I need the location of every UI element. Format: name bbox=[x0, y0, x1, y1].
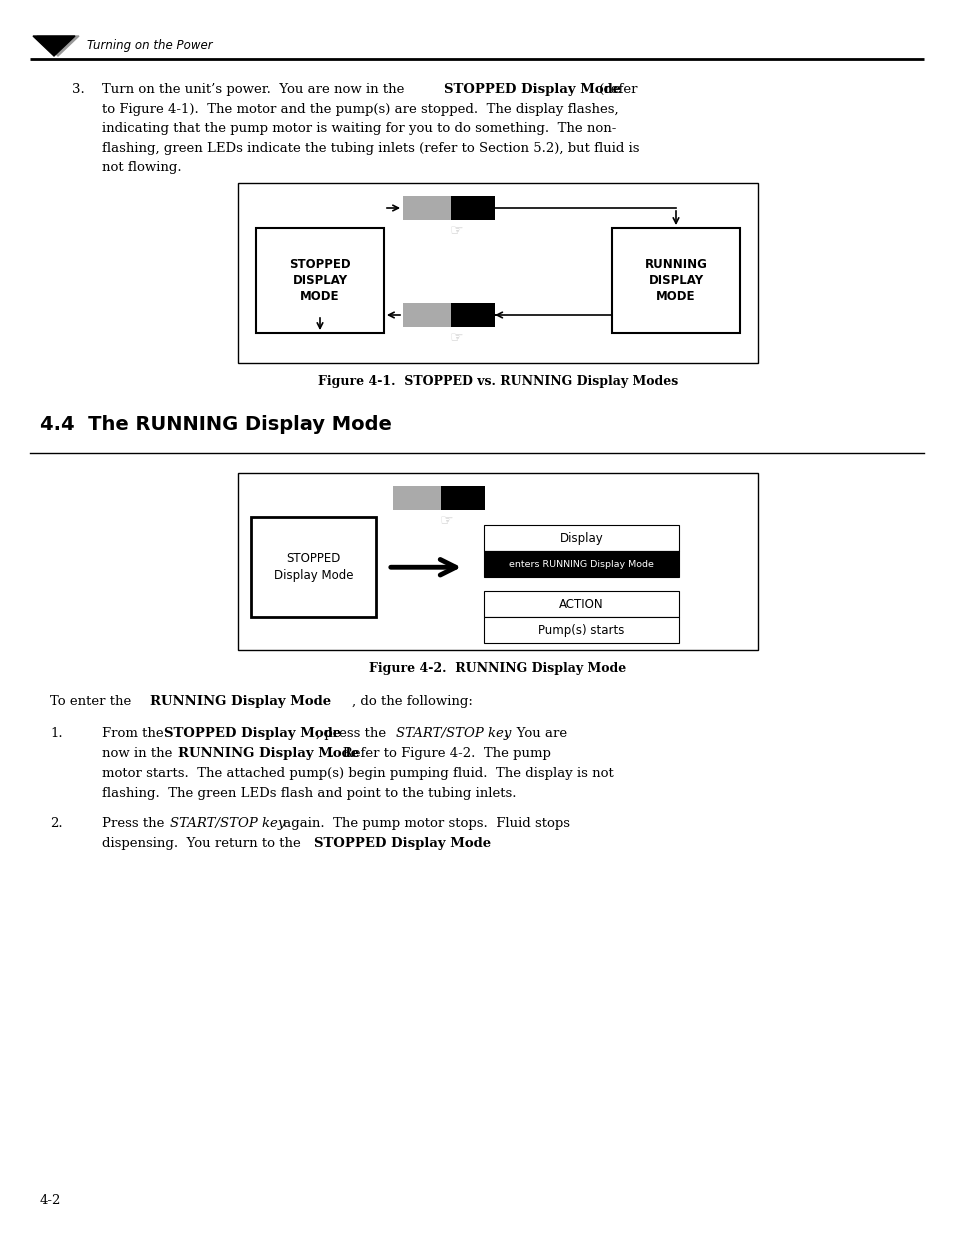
Text: RUNNING Display Mode: RUNNING Display Mode bbox=[178, 747, 358, 760]
Text: ☞: ☞ bbox=[439, 513, 453, 529]
Text: STOPPED Display Mode: STOPPED Display Mode bbox=[314, 837, 491, 850]
Text: , press the: , press the bbox=[315, 727, 390, 740]
Text: START/STOP key: START/STOP key bbox=[395, 727, 511, 740]
Text: flashing.  The green LEDs flash and point to the tubing inlets.: flashing. The green LEDs flash and point… bbox=[102, 787, 516, 800]
Text: From the: From the bbox=[102, 727, 168, 740]
FancyBboxPatch shape bbox=[237, 473, 758, 650]
Polygon shape bbox=[33, 36, 75, 56]
Text: .  You are: . You are bbox=[503, 727, 566, 740]
Polygon shape bbox=[37, 36, 79, 56]
FancyBboxPatch shape bbox=[483, 592, 679, 618]
Bar bbox=[393, 487, 440, 510]
Text: To enter the: To enter the bbox=[50, 695, 135, 708]
Text: START
STOP: START STOP bbox=[459, 199, 486, 217]
Text: RUNNING Display Mode: RUNNING Display Mode bbox=[150, 695, 331, 708]
FancyBboxPatch shape bbox=[612, 228, 740, 333]
Bar bbox=[402, 303, 451, 327]
Text: Turn on the unit’s power.  You are now in the: Turn on the unit’s power. You are now in… bbox=[102, 83, 408, 96]
Text: not flowing.: not flowing. bbox=[102, 161, 181, 174]
FancyBboxPatch shape bbox=[483, 618, 679, 643]
Bar bbox=[451, 196, 495, 220]
Text: 3.: 3. bbox=[71, 83, 85, 96]
FancyBboxPatch shape bbox=[251, 517, 375, 618]
Bar bbox=[440, 487, 484, 510]
Text: 4.4  The RUNNING Display Mode: 4.4 The RUNNING Display Mode bbox=[40, 415, 392, 433]
Text: START
STOP: START STOP bbox=[449, 489, 476, 508]
Text: Turning on the Power: Turning on the Power bbox=[87, 38, 213, 52]
Text: Display: Display bbox=[559, 532, 602, 545]
Text: motor starts.  The attached pump(s) begin pumping fluid.  The display is not: motor starts. The attached pump(s) begin… bbox=[102, 767, 613, 781]
Text: Figure 4-1.  STOPPED vs. RUNNING Display Modes: Figure 4-1. STOPPED vs. RUNNING Display … bbox=[317, 375, 678, 388]
Text: flashing, green LEDs indicate the tubing inlets (refer to Section 5.2), but flui: flashing, green LEDs indicate the tubing… bbox=[102, 142, 639, 154]
Text: .  Refer to Figure 4-2.  The pump: . Refer to Figure 4-2. The pump bbox=[330, 747, 550, 760]
Text: Figure 4-2.  RUNNING Display Mode: Figure 4-2. RUNNING Display Mode bbox=[369, 662, 626, 676]
Text: ☞: ☞ bbox=[449, 330, 463, 345]
Text: to Figure 4-1).  The motor and the pump(s) are stopped.  The display flashes,: to Figure 4-1). The motor and the pump(s… bbox=[102, 103, 618, 116]
Text: STOPPED Display Mode: STOPPED Display Mode bbox=[443, 83, 620, 96]
Text: .: . bbox=[465, 837, 470, 850]
Bar bbox=[402, 196, 451, 220]
Text: 1.: 1. bbox=[50, 727, 63, 740]
Text: STOPPED
Display Mode: STOPPED Display Mode bbox=[274, 552, 353, 582]
Text: enters RUNNING Display Mode: enters RUNNING Display Mode bbox=[509, 559, 653, 569]
Text: START/STOP key: START/STOP key bbox=[170, 818, 285, 830]
FancyBboxPatch shape bbox=[255, 228, 384, 333]
Text: Press the: Press the bbox=[102, 818, 169, 830]
Text: , do the following:: , do the following: bbox=[352, 695, 473, 708]
Text: Pump(s) starts: Pump(s) starts bbox=[537, 624, 624, 637]
Text: ☞: ☞ bbox=[449, 224, 463, 238]
Text: STOPPED
DISPLAY
MODE: STOPPED DISPLAY MODE bbox=[289, 258, 351, 303]
Text: STOPPED Display Mode: STOPPED Display Mode bbox=[164, 727, 341, 740]
Text: indicating that the pump motor is waiting for you to do something.  The non-: indicating that the pump motor is waitin… bbox=[102, 122, 616, 135]
Text: RUNNING
DISPLAY
MODE: RUNNING DISPLAY MODE bbox=[644, 258, 707, 303]
Text: ACTION: ACTION bbox=[558, 598, 603, 611]
Text: again.  The pump motor stops.  Fluid stops: again. The pump motor stops. Fluid stops bbox=[278, 818, 569, 830]
Bar bbox=[451, 303, 495, 327]
FancyBboxPatch shape bbox=[483, 525, 679, 551]
Text: START
STOP: START STOP bbox=[459, 305, 486, 325]
Text: 2.: 2. bbox=[50, 818, 63, 830]
Text: 4-2: 4-2 bbox=[40, 1194, 61, 1207]
Text: now in the: now in the bbox=[102, 747, 176, 760]
FancyBboxPatch shape bbox=[237, 183, 758, 363]
Text: (refer: (refer bbox=[595, 83, 637, 96]
Text: dispensing.  You return to the: dispensing. You return to the bbox=[102, 837, 305, 850]
FancyBboxPatch shape bbox=[483, 551, 679, 577]
